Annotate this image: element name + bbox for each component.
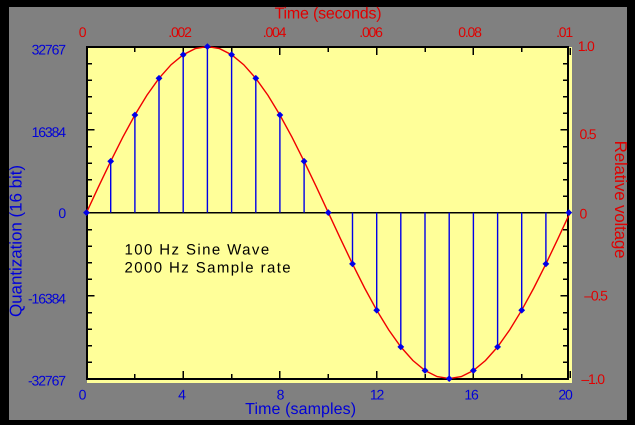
svg-text:.006: .006 (359, 24, 383, 40)
svg-text:1.0: 1.0 (578, 38, 595, 54)
svg-text:0: 0 (79, 24, 87, 40)
svg-text:12: 12 (370, 387, 385, 403)
svg-text:16: 16 (464, 387, 479, 403)
svg-text:–1.0: –1.0 (581, 371, 605, 387)
svg-text:.004: .004 (263, 24, 287, 40)
svg-text:Time (seconds): Time (seconds) (275, 6, 382, 23)
svg-text:.002: .002 (168, 24, 192, 40)
svg-text:0.5: 0.5 (580, 126, 597, 142)
svg-text:.01: .01 (556, 24, 573, 40)
svg-text:100 Hz Sine Wave: 100 Hz Sine Wave (125, 242, 271, 259)
svg-text:–0.5: –0.5 (584, 288, 608, 304)
svg-text:0: 0 (580, 206, 588, 222)
svg-text:Quantization (16 bit): Quantization (16 bit) (7, 165, 26, 317)
svg-text:20: 20 (558, 387, 573, 403)
svg-text:0: 0 (79, 387, 87, 403)
svg-text:16384: 16384 (32, 124, 67, 140)
svg-text:2000 Hz Sample rate: 2000 Hz Sample rate (125, 260, 293, 277)
svg-text:32767: 32767 (32, 42, 67, 58)
svg-text:-16384: -16384 (28, 291, 66, 307)
svg-text:4: 4 (178, 387, 186, 403)
svg-text:0.08: 0.08 (458, 24, 482, 40)
svg-text:-32767: -32767 (28, 373, 66, 389)
svg-text:Time (samples): Time (samples) (245, 401, 356, 418)
svg-text:Relative voltage: Relative voltage (611, 141, 630, 259)
svg-text:8: 8 (277, 387, 285, 403)
svg-text:0: 0 (58, 205, 66, 221)
